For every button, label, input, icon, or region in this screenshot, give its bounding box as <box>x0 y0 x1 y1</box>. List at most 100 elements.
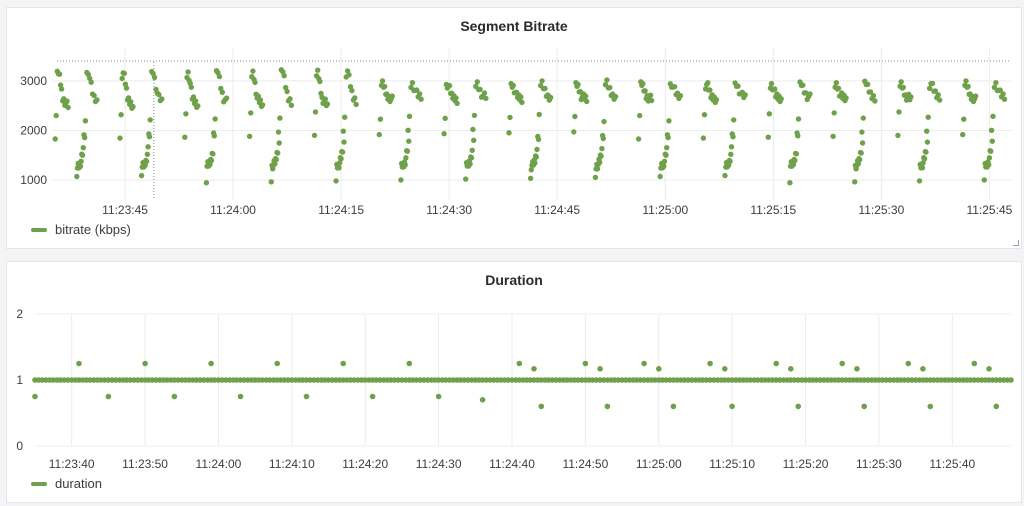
bitrate-point <box>151 74 158 81</box>
resize-handle-icon[interactable] <box>1013 240 1019 246</box>
bitrate-point <box>453 95 459 101</box>
bitrate-point <box>52 136 58 142</box>
x-tick-label: 11:24:30 <box>426 203 472 217</box>
duration-outlier-point <box>171 393 178 400</box>
x-tick-label: 11:24:50 <box>562 457 608 471</box>
bitrate-point <box>252 79 258 86</box>
bitrate-point <box>663 152 669 158</box>
bitrate-point <box>857 156 863 163</box>
bitrate-point <box>671 84 678 90</box>
bitrate-point <box>637 112 643 119</box>
bitrate-point <box>336 165 342 171</box>
duration-legend[interactable]: duration <box>31 476 102 491</box>
bitrate-point <box>787 180 793 186</box>
bitrate-point <box>216 73 223 80</box>
bitrate-point <box>571 129 577 135</box>
bitrate-point <box>185 69 191 75</box>
bitrate-point <box>898 79 904 85</box>
bitrate-point <box>664 145 670 151</box>
bitrate-point <box>315 67 321 73</box>
duration-outlier-point <box>839 360 845 367</box>
bitrate-point <box>268 179 274 185</box>
legend-label-duration: duration <box>55 476 102 491</box>
bitrate-point <box>835 85 842 92</box>
bitrate-point <box>341 139 347 145</box>
bitrate-point <box>932 88 939 94</box>
bitrate-point <box>661 163 667 169</box>
bitrate-point <box>337 160 343 166</box>
legend-swatch-duration <box>31 481 47 486</box>
bitrate-point <box>988 148 994 154</box>
bitrate-point <box>601 118 607 125</box>
bitrate-point <box>91 92 97 99</box>
bitrate-point <box>916 178 923 184</box>
legend-swatch-bitrate <box>31 227 47 232</box>
duration-chart[interactable]: 0 1 2 11:23:40 11:23:50 11:24:00 11:24:10 11:24… <box>7 262 1023 504</box>
duration-panel: Duration 0 1 2 11:23:40 11:23:50 11:24:00 11:2… <box>6 261 1022 503</box>
bitrate-point <box>469 147 475 153</box>
duration-outlier-point <box>76 360 82 367</box>
bitrate-point <box>981 177 987 183</box>
bitrate-point <box>257 97 264 103</box>
bitrate-point <box>143 158 150 165</box>
bitrate-point <box>333 178 339 184</box>
bitrate-point <box>990 113 996 120</box>
bitrate-point <box>993 80 999 86</box>
bitrate-point <box>597 159 603 165</box>
bitrate-point <box>312 109 319 115</box>
duration-outlier-point <box>670 403 677 410</box>
bitrate-point <box>542 85 548 92</box>
bitrate-point <box>82 118 89 124</box>
bitrate-point <box>778 96 784 102</box>
bitrate-legend[interactable]: bitrate (kbps) <box>31 222 131 237</box>
bitrate-point <box>287 96 293 102</box>
bitrate-point <box>77 163 84 169</box>
bitrate-point <box>527 175 534 181</box>
duration-outlier-point <box>516 360 523 367</box>
bitrate-point <box>246 133 253 139</box>
bitrate-point <box>859 129 865 135</box>
x-tick-label: 11:24:45 <box>534 203 580 217</box>
bitrate-point <box>535 136 542 143</box>
bitrate-point <box>772 86 778 92</box>
bitrate-point <box>792 157 798 164</box>
bitrate-panel-title: Segment Bitrate <box>460 18 568 34</box>
bitrate-point <box>467 161 473 167</box>
legend-label-bitrate: bitrate (kbps) <box>55 222 131 237</box>
bitrate-panel: Segment Bitrate 1000 2000 3000 11:23:45 11:2… <box>6 7 1022 249</box>
bitrate-point <box>276 140 282 146</box>
bitrate-point <box>518 94 524 100</box>
x-tick-label: 11:25:00 <box>642 203 688 217</box>
bitrate-point <box>728 144 735 150</box>
bitrate-point <box>353 101 359 108</box>
bitrate-point <box>416 91 423 97</box>
bitrate-point <box>592 174 599 181</box>
bitrate-point <box>211 133 217 139</box>
bitrate-point <box>324 101 331 107</box>
bitrate-point <box>867 89 874 95</box>
x-tick-label: 11:23:45 <box>102 203 148 217</box>
duration-outlier-point <box>788 366 794 372</box>
bitrate-point <box>830 133 836 139</box>
duration-outlier-point <box>303 393 310 400</box>
bitrate-point <box>510 82 516 89</box>
bitrate-point <box>322 96 328 102</box>
bitrate-point <box>471 137 477 143</box>
bitrate-point <box>575 81 581 88</box>
bitrate-point <box>507 114 513 121</box>
bitrate-point <box>117 135 123 141</box>
bitrate-chart[interactable]: 1000 2000 3000 11:23:45 11:24:00 11:24:15 11:2… <box>7 8 1023 250</box>
bitrate-point <box>402 162 408 168</box>
duration-panel-title: Duration <box>485 272 543 288</box>
bitrate-point <box>635 136 642 142</box>
bitrate-point <box>728 151 734 157</box>
duration-outlier-point <box>707 360 713 367</box>
bitrate-point <box>661 158 668 164</box>
x-tick-label: 11:24:40 <box>489 457 535 471</box>
bitrate-point <box>833 80 839 86</box>
bitrate-point <box>446 82 453 89</box>
y-tick-label: 0 <box>16 439 23 453</box>
bitrate-point <box>409 80 416 86</box>
bitrate-point <box>599 145 605 152</box>
bitrate-point <box>259 102 266 108</box>
